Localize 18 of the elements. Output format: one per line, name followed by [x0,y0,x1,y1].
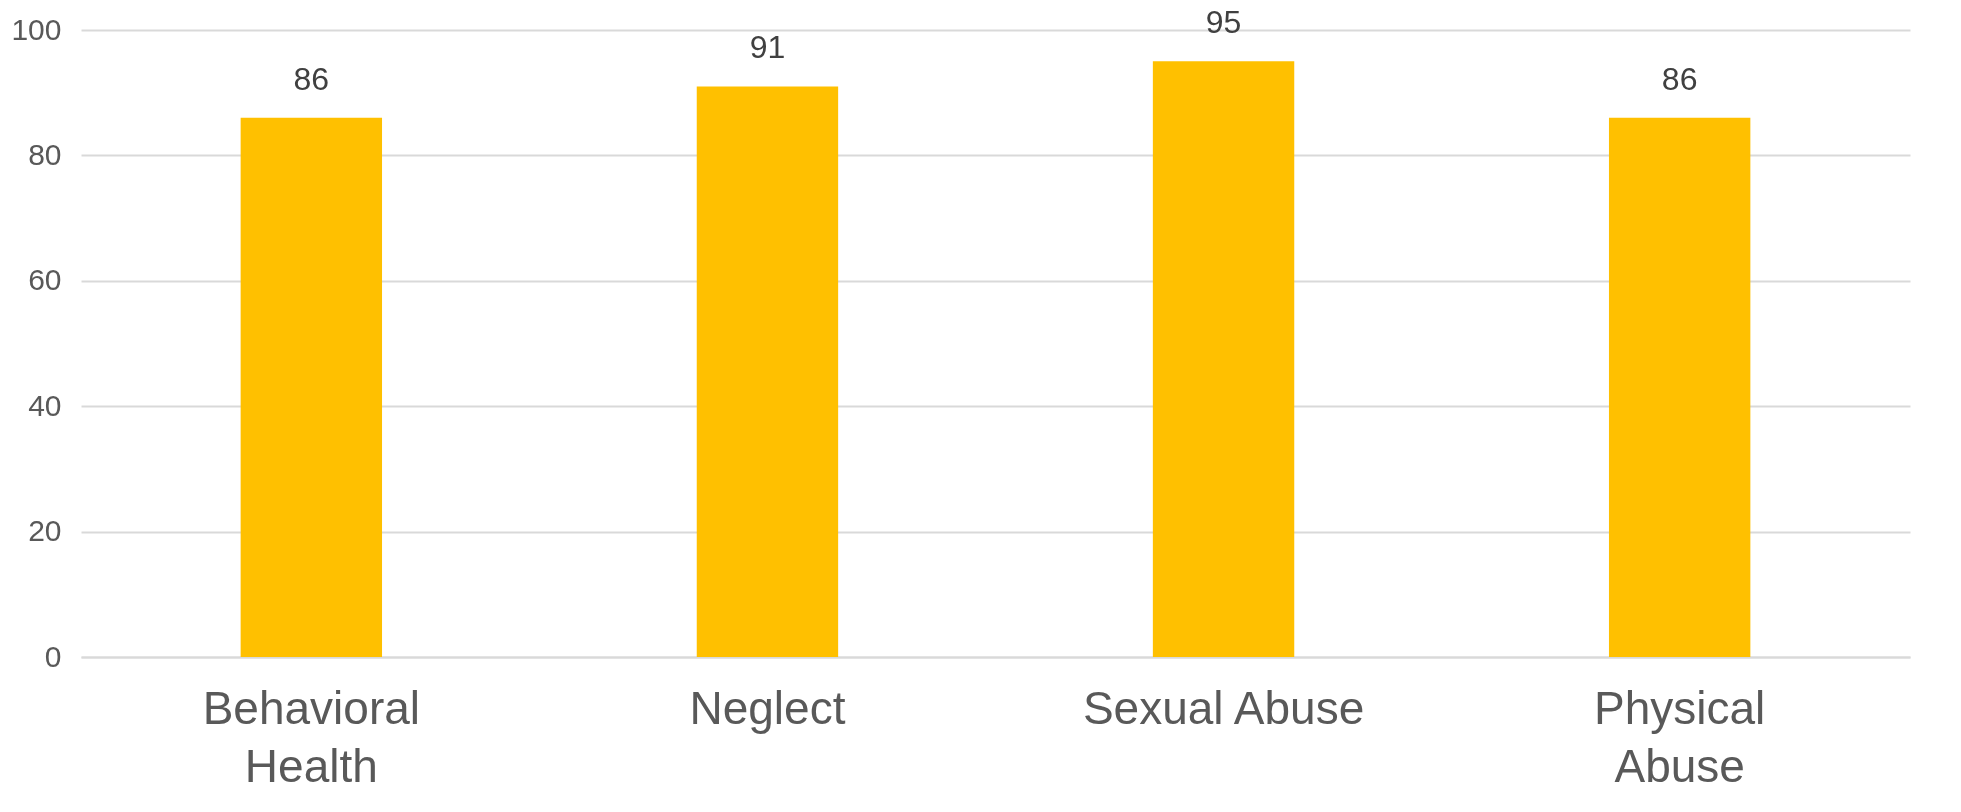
bar [1152,61,1295,657]
y-tick-label: 60 [28,263,62,297]
x-tick-label: Behavioral Health [202,681,421,792]
x-tick-label: Physical Abuse [1594,681,1766,792]
data-label: 95 [1205,4,1242,41]
bar [240,117,383,657]
bar [1608,117,1751,657]
y-tick-label: 100 [11,12,62,46]
bar [696,86,839,657]
x-tick-label: Neglect [689,681,846,734]
y-tick-label: 40 [28,388,62,422]
data-label: 91 [749,29,786,66]
y-tick-label: 20 [28,514,62,548]
x-tick-label: Sexual Abuse [1082,681,1365,734]
data-label: 86 [1661,60,1698,97]
y-tick-label: 80 [28,137,62,171]
data-label: 86 [293,60,330,97]
y-tick-label: 0 [44,639,62,673]
